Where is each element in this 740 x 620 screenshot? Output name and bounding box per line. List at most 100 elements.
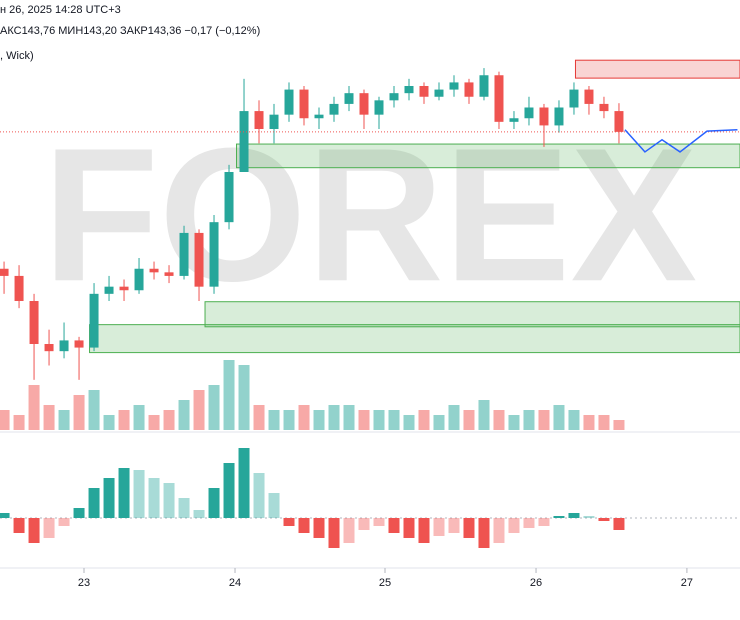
volume-bar	[148, 415, 160, 430]
x-tick-label: 24	[229, 577, 241, 589]
volume-bar	[313, 410, 325, 430]
candle-body	[119, 286, 129, 291]
oscillator-bar	[463, 518, 475, 538]
oscillator-bar	[118, 468, 130, 518]
candle-body	[359, 93, 369, 115]
oscillator-bar	[493, 518, 505, 543]
oscillator-bar	[193, 510, 205, 518]
candle-body	[14, 275, 24, 301]
oscillator-bar	[313, 518, 325, 538]
candle-body	[254, 111, 264, 129]
volume-bar	[553, 405, 565, 430]
oscillator-bar	[178, 498, 190, 518]
candle-body	[149, 268, 159, 273]
volume-bar	[358, 410, 370, 430]
oscillator-bar	[208, 488, 220, 518]
candle-body	[44, 344, 54, 352]
volume-bar	[343, 405, 355, 430]
oscillator-bar	[433, 518, 445, 536]
oscillator-bar	[478, 518, 490, 548]
zone	[236, 143, 740, 169]
x-tick-label: 23	[78, 577, 90, 589]
header-date: н 26, 2025 14:28 UTC+3	[0, 4, 121, 16]
oscillator-bar	[418, 518, 430, 543]
oscillator-bar	[523, 518, 535, 528]
candle-body	[269, 114, 279, 129]
x-tick-label: 27	[681, 577, 693, 589]
volume-bar	[493, 410, 505, 430]
oscillator-bar	[508, 518, 520, 533]
candle-body	[374, 100, 384, 115]
candle-body	[419, 86, 429, 97]
volume-bar	[208, 385, 220, 430]
volume-bar	[403, 415, 415, 430]
oscillator-bar	[13, 518, 25, 533]
oscillator-bar	[403, 518, 415, 538]
candle-body	[524, 107, 534, 119]
volume-bar	[0, 410, 10, 430]
oscillator-bar	[283, 518, 295, 526]
oscillator-bar	[448, 518, 460, 533]
candle-body	[329, 103, 339, 115]
oscillator-bar	[133, 470, 145, 518]
oscillator-bar	[598, 518, 610, 521]
oscillator-bar	[58, 518, 70, 526]
volume-bar	[253, 405, 265, 430]
volume-bar	[508, 415, 520, 430]
oscillator-bar	[568, 513, 580, 518]
oscillator-bar	[373, 518, 385, 526]
oscillator-bar	[268, 493, 280, 518]
header-ohlc: АКС143,76 МИН143,20 ЗАКР143,36 −0,17 (−0…	[0, 25, 260, 37]
header-indicator: , Wick)	[0, 50, 34, 62]
candle-body	[179, 232, 189, 276]
candle-body	[284, 89, 294, 115]
candle-body	[539, 107, 549, 126]
candle-body	[104, 286, 114, 294]
volume-bar	[28, 385, 40, 430]
volume-bar	[133, 405, 145, 430]
candle-body	[569, 89, 579, 108]
volume-bar	[163, 410, 175, 430]
candle-body	[239, 111, 249, 172]
oscillator-bar	[538, 518, 550, 526]
volume-bar	[583, 415, 595, 430]
volume-bar	[73, 395, 85, 430]
candle-body	[449, 82, 459, 90]
oscillator-bar	[148, 478, 160, 518]
candle-body	[389, 93, 399, 101]
volume-bar	[328, 405, 340, 430]
volume-bar	[568, 410, 580, 430]
candle-body	[509, 118, 519, 122]
oscillator-bar	[103, 478, 115, 518]
volume-bar	[418, 410, 430, 430]
candle-body	[134, 268, 144, 291]
volume-bar	[223, 360, 235, 430]
volume-bar	[13, 415, 25, 430]
volume-bar	[373, 410, 385, 430]
volume-bar	[283, 410, 295, 430]
x-tick-label: 26	[530, 577, 542, 589]
candle-body	[164, 272, 174, 276]
candle-body	[194, 232, 204, 287]
volume-bar	[88, 390, 100, 430]
zone	[89, 324, 740, 354]
zone	[574, 59, 740, 79]
volume-bar	[238, 365, 250, 430]
candle-body	[584, 89, 594, 104]
oscillator-bar	[583, 516, 595, 518]
zone	[204, 301, 740, 328]
candle-body	[74, 340, 84, 348]
candle-body	[614, 111, 624, 132]
volume-bar	[388, 410, 400, 430]
candle-body	[0, 268, 9, 276]
oscillator-bar	[253, 473, 265, 518]
oscillator-bar	[328, 518, 340, 548]
candle-body	[344, 93, 354, 104]
candle-body	[89, 293, 99, 348]
oscillator-bar	[343, 518, 355, 543]
oscillator-bar	[163, 483, 175, 518]
x-tick-label: 25	[379, 577, 391, 589]
volume-bar	[193, 390, 205, 430]
volume-bar	[538, 410, 550, 430]
oscillator-bar	[238, 448, 250, 518]
